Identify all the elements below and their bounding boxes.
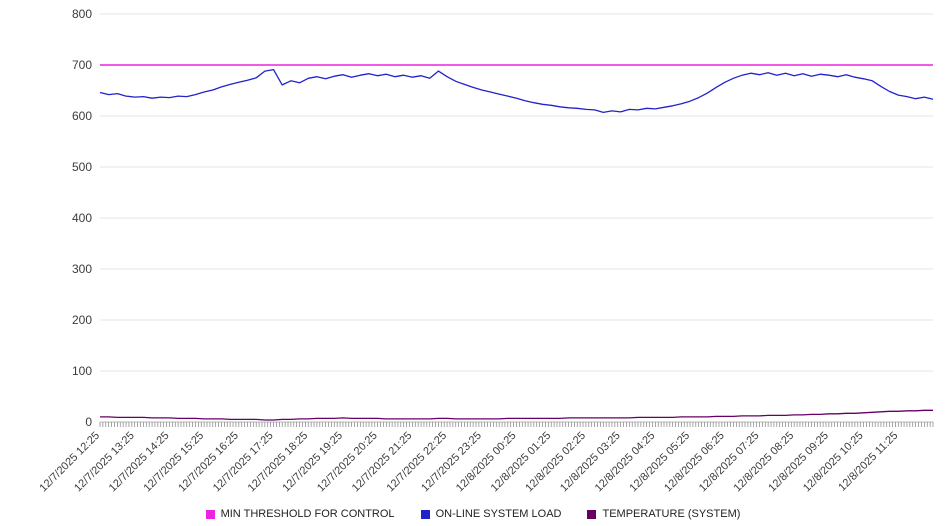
svg-text:700: 700 <box>72 58 92 72</box>
chart-svg: 0 100 200 300 400 500 600 700 800 12/7/2025 12:25… <box>37 7 934 495</box>
legend-swatch-min-threshold <box>205 509 215 519</box>
svg-text:12/7/2025 22:25: 12/7/2025 22:25 <box>384 430 449 495</box>
svg-text:12/8/2025 00:25: 12/8/2025 00:25 <box>454 430 519 495</box>
series-line-1 <box>99 68 934 114</box>
svg-text:12/7/2025 13:25: 12/7/2025 13:25 <box>72 430 137 495</box>
svg-text:12/7/2025 17:25: 12/7/2025 17:25 <box>211 430 276 495</box>
legend-label-min-threshold: MIN THRESHOLD FOR CONTROL <box>220 508 395 520</box>
svg-text:12/7/2025 18:25: 12/7/2025 18:25 <box>246 430 311 495</box>
svg-text:12/8/2025 10:25: 12/8/2025 10:25 <box>801 430 866 495</box>
svg-text:12/7/2025 12:25: 12/7/2025 12:25 <box>37 430 102 495</box>
legend-item-min-threshold[interactable]: MIN THRESHOLD FOR CONTROL <box>205 508 395 520</box>
svg-text:12/7/2025 16:25: 12/7/2025 16:25 <box>176 430 241 495</box>
legend-swatch-temperature <box>587 509 597 519</box>
y-axis-labels: 0 100 200 300 400 500 600 700 800 <box>72 7 92 429</box>
svg-text:12/7/2025 23:25: 12/7/2025 23:25 <box>419 430 484 495</box>
svg-text:200: 200 <box>72 313 92 327</box>
svg-text:400: 400 <box>72 211 92 225</box>
y-gridlines <box>100 13 933 423</box>
svg-text:12/8/2025 11:25: 12/8/2025 11:25 <box>836 430 900 494</box>
svg-text:100: 100 <box>72 364 92 378</box>
svg-text:300: 300 <box>72 262 92 276</box>
svg-text:12/7/2025 21:25: 12/7/2025 21:25 <box>350 430 415 495</box>
svg-text:12/8/2025 03:25: 12/8/2025 03:25 <box>558 430 623 495</box>
svg-text:12/8/2025 04:25: 12/8/2025 04:25 <box>593 430 658 495</box>
series-line-2 <box>100 409 933 421</box>
svg-text:600: 600 <box>72 109 92 123</box>
svg-text:12/7/2025 14:25: 12/7/2025 14:25 <box>107 430 172 495</box>
svg-text:12/8/2025 07:25: 12/8/2025 07:25 <box>697 430 762 495</box>
svg-text:800: 800 <box>72 7 92 21</box>
svg-text:12/8/2025 05:25: 12/8/2025 05:25 <box>627 430 692 495</box>
svg-text:12/8/2025 01:25: 12/8/2025 01:25 <box>489 430 554 495</box>
svg-text:12/7/2025 19:25: 12/7/2025 19:25 <box>280 430 345 495</box>
legend-item-system-load[interactable]: ON-LINE SYSTEM LOAD <box>420 508 562 520</box>
svg-text:12/7/2025 20:25: 12/7/2025 20:25 <box>315 430 380 495</box>
svg-text:12/8/2025 09:25: 12/8/2025 09:25 <box>766 430 831 495</box>
svg-text:12/8/2025 06:25: 12/8/2025 06:25 <box>662 430 727 495</box>
legend-item-temperature[interactable]: TEMPERATURE (SYSTEM) <box>587 508 740 520</box>
svg-text:0: 0 <box>85 415 92 429</box>
legend-swatch-system-load <box>420 509 430 519</box>
svg-text:12/7/2025 15:25: 12/7/2025 15:25 <box>142 430 207 495</box>
legend-label-temperature: TEMPERATURE (SYSTEM) <box>602 508 741 520</box>
chart-legend: MIN THRESHOLD FOR CONTROL ON-LINE SYSTEM… <box>0 508 946 520</box>
legend-label-system-load: ON-LINE SYSTEM LOAD <box>435 508 562 520</box>
svg-text:12/8/2025 02:25: 12/8/2025 02:25 <box>523 430 588 495</box>
svg-text:500: 500 <box>72 160 92 174</box>
svg-text:12/8/2025 08:25: 12/8/2025 08:25 <box>732 430 797 495</box>
x-axis-ticks <box>99 422 934 427</box>
